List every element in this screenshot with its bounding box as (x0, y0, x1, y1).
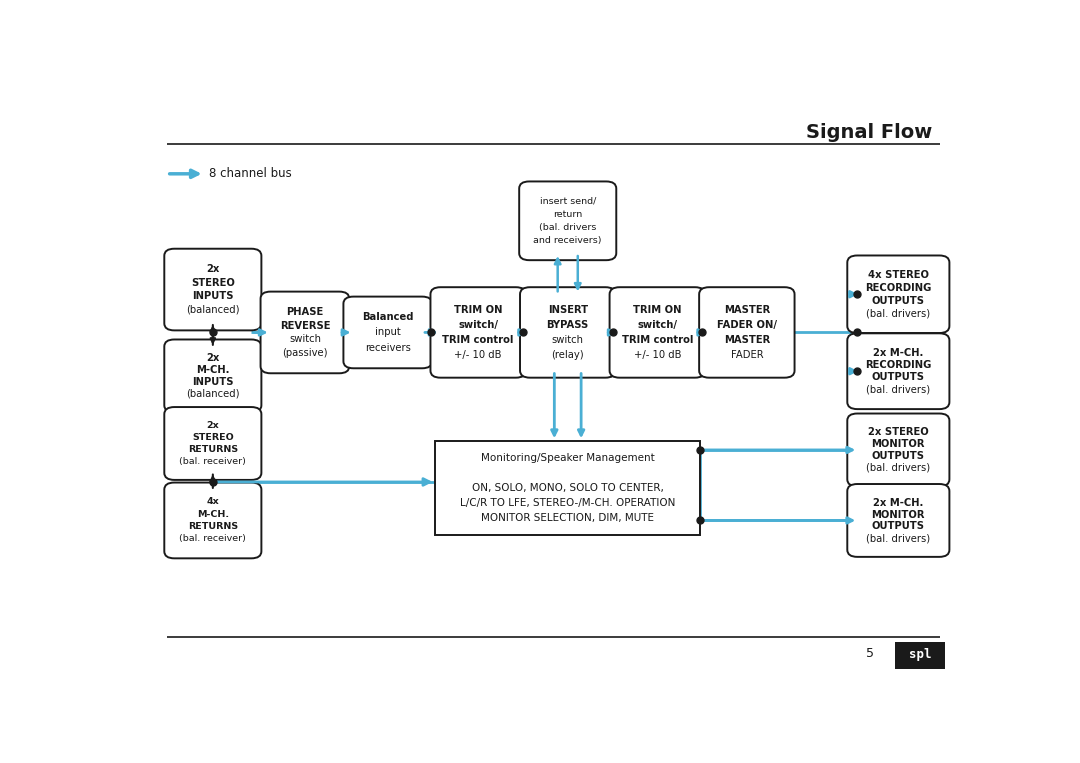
Text: (relay): (relay) (552, 350, 584, 360)
Text: spl: spl (909, 648, 931, 661)
Text: 2x M-CH.: 2x M-CH. (873, 348, 923, 358)
Text: insert send/: insert send/ (540, 197, 596, 206)
Text: INPUTS: INPUTS (192, 377, 233, 387)
FancyBboxPatch shape (164, 482, 261, 559)
Text: switch: switch (289, 334, 321, 344)
Text: RETURNS: RETURNS (188, 445, 238, 454)
Text: FADER: FADER (730, 350, 764, 360)
Text: 2x: 2x (206, 353, 219, 363)
Text: Balanced: Balanced (362, 312, 414, 322)
Text: +/- 10 dB: +/- 10 dB (634, 350, 681, 360)
Text: input: input (375, 327, 401, 337)
Text: TRIM control: TRIM control (622, 335, 693, 345)
FancyBboxPatch shape (260, 291, 349, 373)
Text: M-CH.: M-CH. (197, 365, 230, 375)
Bar (895, 642, 945, 669)
Text: L/C/R TO LFE, STEREO-/M-CH. OPERATION: L/C/R TO LFE, STEREO-/M-CH. OPERATION (460, 498, 675, 508)
FancyBboxPatch shape (164, 249, 261, 330)
FancyBboxPatch shape (848, 333, 949, 409)
Text: BYPASS: BYPASS (546, 320, 589, 330)
Text: PHASE: PHASE (286, 307, 324, 317)
Text: 2x STEREO: 2x STEREO (868, 427, 929, 437)
Text: OUTPUTS: OUTPUTS (872, 295, 924, 306)
Text: STEREO: STEREO (192, 433, 233, 442)
Text: (bal. receiver): (bal. receiver) (179, 456, 246, 465)
Text: ON, SOLO, MONO, SOLO TO CENTER,: ON, SOLO, MONO, SOLO TO CENTER, (472, 483, 664, 493)
Text: (balanced): (balanced) (186, 388, 240, 398)
Text: MASTER: MASTER (724, 335, 770, 345)
Text: TRIM control: TRIM control (443, 335, 514, 345)
FancyBboxPatch shape (164, 407, 261, 480)
Text: receivers: receivers (365, 343, 410, 353)
Text: (bal. drivers): (bal. drivers) (866, 385, 930, 394)
Text: 4x STEREO: 4x STEREO (868, 270, 929, 280)
Text: M-CH.: M-CH. (197, 510, 229, 519)
FancyBboxPatch shape (848, 256, 949, 333)
Text: MONITOR: MONITOR (872, 510, 926, 520)
Text: REVERSE: REVERSE (280, 320, 330, 330)
Text: STEREO: STEREO (191, 278, 234, 288)
FancyBboxPatch shape (431, 287, 526, 378)
Text: MONITOR: MONITOR (872, 439, 926, 449)
Text: (bal. drivers): (bal. drivers) (866, 533, 930, 543)
Text: return: return (553, 210, 582, 219)
Text: MASTER: MASTER (724, 304, 770, 314)
Text: 8 channel bus: 8 channel bus (208, 167, 292, 180)
FancyBboxPatch shape (164, 340, 261, 412)
Text: INSERT: INSERT (548, 304, 588, 314)
FancyBboxPatch shape (519, 182, 617, 260)
Text: RECORDING: RECORDING (865, 360, 932, 370)
Text: 2x M-CH.: 2x M-CH. (873, 497, 923, 508)
Text: TRIM ON: TRIM ON (633, 304, 681, 314)
Text: (balanced): (balanced) (186, 305, 240, 315)
Text: INPUTS: INPUTS (192, 291, 233, 301)
Text: Signal Flow: Signal Flow (807, 123, 933, 142)
FancyBboxPatch shape (848, 414, 949, 486)
FancyBboxPatch shape (521, 287, 616, 378)
Text: and receivers): and receivers) (534, 236, 602, 245)
Text: MONITOR SELECTION, DIM, MUTE: MONITOR SELECTION, DIM, MUTE (482, 513, 654, 523)
Text: RECORDING: RECORDING (865, 283, 932, 293)
Text: (bal. drivers): (bal. drivers) (866, 462, 930, 472)
FancyBboxPatch shape (848, 484, 949, 557)
Text: 4x: 4x (206, 497, 219, 507)
Text: switch/: switch/ (637, 320, 677, 330)
Text: RETURNS: RETURNS (188, 522, 238, 531)
Text: (bal. receiver): (bal. receiver) (179, 534, 246, 543)
Text: (bal. drivers: (bal. drivers (539, 223, 596, 232)
Text: 2x: 2x (206, 421, 219, 430)
FancyBboxPatch shape (609, 287, 705, 378)
Text: switch: switch (552, 335, 583, 345)
Text: (passive): (passive) (282, 348, 327, 358)
Text: 2x: 2x (206, 264, 219, 274)
FancyBboxPatch shape (699, 287, 795, 378)
Text: OUTPUTS: OUTPUTS (872, 372, 924, 382)
Text: (bal. drivers): (bal. drivers) (866, 308, 930, 318)
Text: +/- 10 dB: +/- 10 dB (455, 350, 502, 360)
Text: OUTPUTS: OUTPUTS (872, 521, 924, 531)
Bar (435, 441, 700, 535)
Text: switch/: switch/ (458, 320, 498, 330)
FancyBboxPatch shape (343, 297, 432, 369)
Text: TRIM ON: TRIM ON (454, 304, 502, 314)
Text: OUTPUTS: OUTPUTS (872, 451, 924, 461)
Text: Monitoring/Speaker Management: Monitoring/Speaker Management (481, 453, 654, 463)
Text: FADER ON/: FADER ON/ (717, 320, 777, 330)
Text: 5: 5 (866, 647, 874, 660)
